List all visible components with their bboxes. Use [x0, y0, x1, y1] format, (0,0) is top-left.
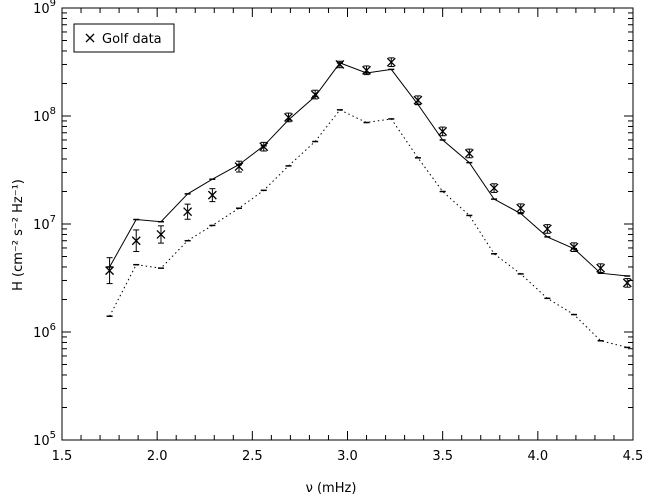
x-tick-label: 1.5 [52, 449, 73, 464]
legend-label: Golf data [102, 32, 162, 47]
golf-data-point [438, 126, 448, 136]
golf-data-point [362, 65, 371, 75]
golf-data-point [516, 203, 526, 213]
x-tick-label: 2.0 [147, 449, 168, 464]
x-axis-label: ν (mHz) [306, 481, 357, 496]
golf-data-point [310, 90, 320, 100]
y-tick-label: 107 [33, 214, 56, 233]
y-tick-label: 109 [33, 0, 56, 17]
x-tick-label: 4.0 [527, 449, 548, 464]
x-tick-label: 3.0 [337, 449, 358, 464]
golf-data-point [234, 162, 244, 172]
series-layer [105, 57, 632, 349]
golf-data-point [156, 230, 166, 239]
plot-area [61, 7, 634, 441]
y-axis-label: H (cm⁻² s⁻² Hz⁻¹) [11, 179, 26, 291]
legend-x-marker [85, 33, 95, 43]
legend-x-symbol [85, 33, 95, 43]
golf-data-point [622, 278, 632, 288]
y-tick-label: 106 [33, 322, 56, 341]
golf-data-point [259, 142, 269, 152]
golf-data-point [335, 60, 345, 69]
golf-data-point [413, 95, 423, 105]
golf-data-point [464, 148, 474, 158]
dotted-model-line [109, 109, 628, 348]
golf-data-point [105, 266, 115, 276]
y-axis: 105 106 107 108 109 [33, 0, 633, 449]
x-tick-label: 2.5 [242, 449, 263, 464]
golf-data-point [131, 236, 141, 246]
legend: Golf data [73, 23, 175, 53]
golf-data-point [207, 190, 217, 200]
x-axis: 1.5 2.0 2.5 3.0 3.5 4.0 4.5 [52, 8, 644, 464]
golf-data-point [386, 57, 396, 67]
golf-data-point [569, 242, 579, 252]
golf-data-point [183, 207, 193, 217]
y-tick-label: 108 [33, 106, 56, 125]
solid-model-line [109, 62, 628, 277]
y-tick-label: 105 [33, 430, 56, 449]
plot-frame [61, 7, 634, 441]
golf-data-point [284, 112, 293, 122]
golf-data-point [489, 183, 499, 193]
golf-data-point [542, 224, 552, 234]
golf-data-point [596, 263, 606, 273]
x-tick-label: 3.5 [432, 449, 453, 464]
x-tick-label: 4.5 [623, 449, 644, 464]
